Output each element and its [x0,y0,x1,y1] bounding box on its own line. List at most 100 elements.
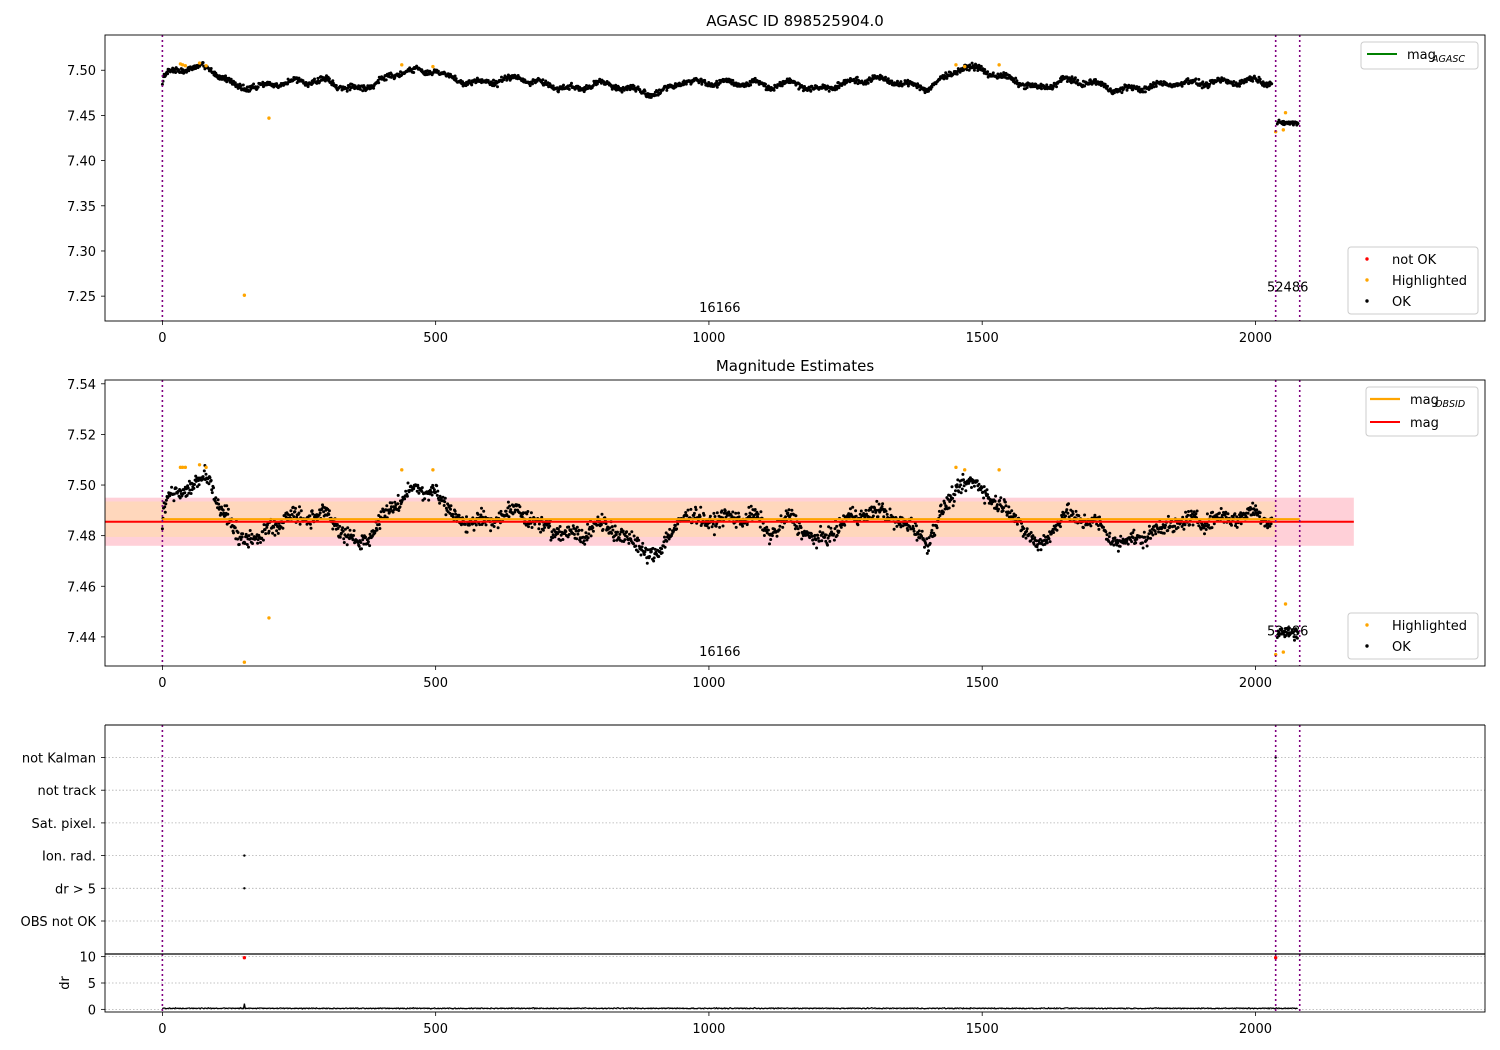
ok-point [1115,543,1119,547]
ok-point [1187,510,1190,513]
ok-point [611,528,615,532]
ok-point [871,514,875,518]
flag-category-label: dr > 5 [55,882,96,897]
ok-point [689,507,693,511]
y-tick-label: 7.45 [67,109,96,124]
ok-point [236,531,240,534]
ok-point [292,515,296,519]
ok-point [1045,541,1049,545]
ok-point [360,547,363,551]
ok-point [772,88,776,92]
ok-point [1024,536,1028,540]
ok-point [880,505,884,508]
ok-point [960,487,964,491]
ok-point [998,499,1002,502]
ok-point [520,515,524,519]
flag-category-label: Sat. pixel. [32,817,96,832]
ok-point [1014,76,1018,80]
ok-point [884,75,887,79]
ok-point [197,479,200,482]
ok-point [977,482,981,486]
ok-point [1145,544,1149,548]
ok-point [389,507,393,511]
ok-point [188,488,192,492]
ok-point [999,496,1003,500]
ok-point [1251,501,1255,505]
ok-point [1014,513,1018,517]
ok-point [1152,85,1156,89]
ok-point [357,544,361,548]
ok-point [684,511,688,514]
ok-point [927,549,930,553]
ok-point [308,514,312,518]
ok-point [1097,527,1101,531]
ok-point [335,523,339,526]
ok-point [591,529,595,533]
ok-point [707,526,711,530]
ok-point [612,539,616,543]
ok-point [1191,512,1194,516]
ok-point [884,509,888,513]
highlighted-point [997,468,1001,472]
ok-point [241,532,245,536]
ok-point [839,525,843,529]
y-tick-label: 10 [79,951,96,966]
ok-point [549,538,553,542]
ok-point [435,493,439,497]
ok-point [358,87,362,91]
ok-point [271,531,275,535]
ok-point [630,530,634,534]
ok-point [327,512,331,516]
ok-point [172,492,176,496]
highlighted-point [431,468,435,472]
ok-point [204,472,208,476]
ok-point [327,77,331,81]
ok-point [338,524,342,528]
ok-point [229,77,233,81]
ok-point [794,514,798,518]
ok-point [1004,504,1008,508]
ok-point [890,79,894,83]
ok-point [835,533,839,537]
ok-point [423,497,427,501]
ok-point [715,511,719,515]
ok-point [959,483,963,487]
ok-point [484,523,488,527]
ok-point [1284,634,1288,637]
ok-point [928,541,932,545]
ok-point [323,79,327,83]
ok-point [927,89,930,93]
ok-point [702,513,706,517]
ok-point [1203,532,1206,536]
ok-point [432,488,436,492]
ok-point [764,82,767,86]
ok-point [1296,631,1300,635]
ok-point [625,530,629,534]
ok-point [429,490,433,494]
y-tick-label: 5 [88,977,96,992]
ok-point [189,492,193,495]
y-tick-label: 7.48 [67,530,96,545]
ok-point [237,543,241,546]
ok-point [606,525,610,529]
ok-point [574,529,578,533]
ok-point [551,84,555,88]
ok-point [920,534,924,538]
ok-point [186,486,190,490]
ok-point [293,510,297,514]
ok-point [943,501,947,505]
legend-label: OK [1392,640,1411,655]
ok-point [441,495,445,499]
ok-point [1295,636,1299,640]
ok-point [708,514,712,518]
ok-point [352,534,355,537]
ok-point [1276,629,1280,633]
ok-point [194,474,198,478]
highlighted-point [1283,602,1288,606]
ok-point [991,71,995,75]
ok-point [525,512,529,516]
ok-point [601,528,605,531]
ok-point [232,531,235,535]
flag-category-label: Ion. rad. [42,850,96,865]
ok-point [579,540,583,544]
